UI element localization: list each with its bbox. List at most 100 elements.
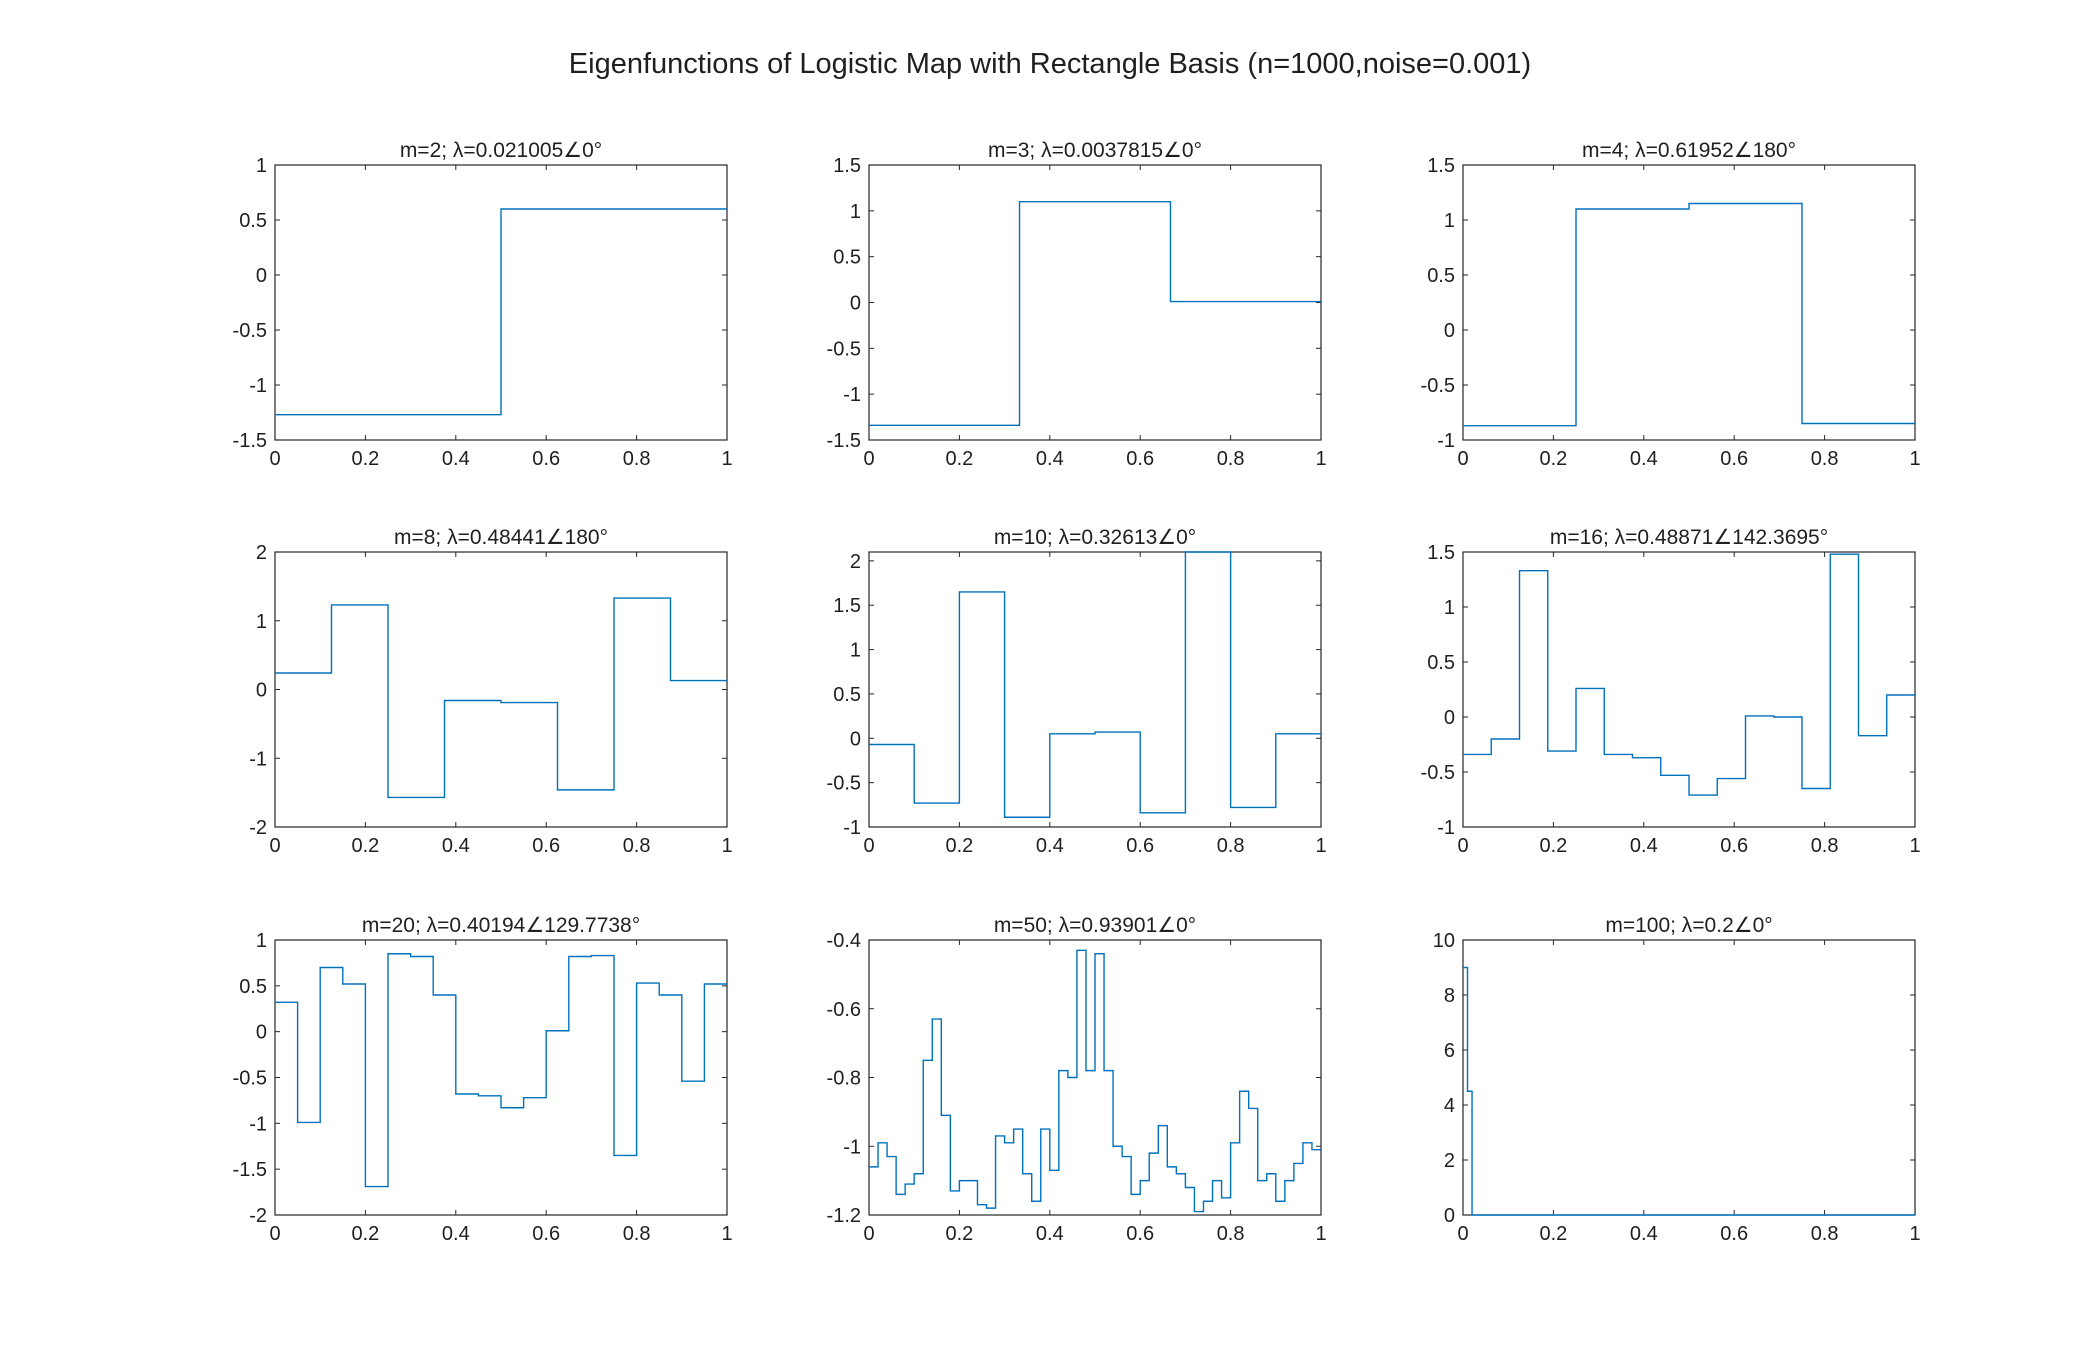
x-tick-label: 0.6 <box>1126 1223 1154 1245</box>
x-tick-label: 0 <box>1457 1223 1468 1245</box>
y-tick-label: -1 <box>249 375 267 397</box>
y-tick-label: -2 <box>249 817 267 839</box>
x-tick-label: 0.8 <box>1217 448 1245 470</box>
y-tick-label: -0.5 <box>1421 375 1455 397</box>
subplot-title: m=50; λ=0.93901∠0° <box>994 914 1196 937</box>
x-tick-label: 0.2 <box>945 835 973 857</box>
x-tick-label: 0.4 <box>1036 1223 1064 1245</box>
x-tick-label: 0 <box>863 448 874 470</box>
series-line <box>869 200 1321 427</box>
x-tick-label: 0.8 <box>623 1223 651 1245</box>
subplot-title: m=16; λ=0.48871∠142.3695° <box>1550 526 1828 549</box>
x-tick-label: 1 <box>721 1223 732 1245</box>
subplot-1: 0 0.2 0.4 0.6 0.8 1 -1.5 -1 -0.5 0 0.5 1 m=2; λ=0.02… <box>233 139 733 470</box>
x-tick-label: 1 <box>1315 1223 1326 1245</box>
x-tick-label: 0.8 <box>1217 1223 1245 1245</box>
x-tick-label: 0.2 <box>351 835 379 857</box>
x-tick-label: 0.4 <box>442 835 470 857</box>
subplot-title: m=20; λ=0.40194∠129.7738° <box>362 914 640 937</box>
y-tick-label: 0 <box>256 1022 267 1044</box>
y-tick-label: 1 <box>256 155 267 177</box>
y-tick-label: -2 <box>249 1205 267 1227</box>
subplot-6: 0 0.2 0.4 0.6 0.8 1 -1 -0.5 0 0.5 1 1.5 m=16; λ=0.48… <box>1421 526 1921 857</box>
axes-box <box>274 939 728 1216</box>
x-tick-label: 0.4 <box>442 1223 470 1245</box>
subplot-7: 0 0.2 0.4 0.6 0.8 1 -2 -1.5 -1 -0.5 0 0.5 1 m=20; λ=0… <box>233 914 733 1245</box>
y-tick-label: 0 <box>850 728 861 750</box>
x-tick-label: 1 <box>1909 835 1920 857</box>
y-tick-label: 1.5 <box>833 595 861 617</box>
y-tick-label: -0.8 <box>827 1068 861 1090</box>
y-tick-label: -0.5 <box>1421 762 1455 784</box>
axes-box <box>1462 939 1916 1216</box>
x-tick-label: 0.2 <box>1539 835 1567 857</box>
subplot-title: m=4; λ=0.61952∠180° <box>1582 139 1796 162</box>
subplot-title: m=10; λ=0.32613∠0° <box>994 526 1196 549</box>
x-tick-label: 0.6 <box>1720 1223 1748 1245</box>
subplot-title: m=100; λ=0.2∠0° <box>1605 914 1772 937</box>
x-tick-label: 0 <box>269 1223 280 1245</box>
x-tick-label: 1 <box>1315 835 1326 857</box>
y-tick-label: -1 <box>843 384 861 406</box>
y-tick-label: -1.5 <box>827 430 861 452</box>
y-tick-label: 0 <box>1444 320 1455 342</box>
y-tick-label: -0.6 <box>827 999 861 1021</box>
y-tick-label: 0.5 <box>239 210 267 232</box>
axes-box <box>868 551 1322 828</box>
axes-box <box>868 164 1322 441</box>
series-line <box>869 949 1321 1213</box>
y-tick-label: -0.5 <box>827 773 861 795</box>
x-tick-label: 0.4 <box>1036 835 1064 857</box>
x-tick-label: 0.8 <box>623 835 651 857</box>
x-tick-label: 0.2 <box>945 448 973 470</box>
x-tick-label: 0.8 <box>1811 1223 1839 1245</box>
y-tick-label: 0.5 <box>833 684 861 706</box>
subplot-title: m=3; λ=0.0037815∠0° <box>988 139 1202 162</box>
x-tick-label: 0.6 <box>1720 835 1748 857</box>
x-tick-label: 0 <box>863 835 874 857</box>
y-tick-label: -1 <box>843 1136 861 1158</box>
y-tick-label: 1 <box>850 201 861 223</box>
y-tick-label: 1.5 <box>1427 155 1455 177</box>
y-tick-label: -0.5 <box>233 1068 267 1090</box>
x-tick-label: 1 <box>721 448 732 470</box>
y-tick-label: 0 <box>256 265 267 287</box>
x-tick-label: 0.8 <box>1811 448 1839 470</box>
x-tick-label: 0.2 <box>945 1223 973 1245</box>
x-tick-label: 0.4 <box>1036 448 1064 470</box>
y-tick-label: -1.2 <box>827 1205 861 1227</box>
x-tick-label: 0.4 <box>442 448 470 470</box>
y-tick-label: 2 <box>256 542 267 564</box>
subplot-8: 0 0.2 0.4 0.6 0.8 1 -1.2 -1 -0.8 -0.6 -0.4 m=50; λ=… <box>827 914 1327 1245</box>
x-tick-label: 0.6 <box>1720 448 1748 470</box>
y-tick-label: 1 <box>256 930 267 952</box>
x-tick-label: 1 <box>1909 448 1920 470</box>
y-tick-label: 0.5 <box>833 247 861 269</box>
y-tick-label: -1 <box>249 748 267 770</box>
x-tick-label: 0.6 <box>532 835 560 857</box>
subplot-5: 0 0.2 0.4 0.6 0.8 1 -1 -0.5 0 0.5 1 1.5 2 m=10; λ=0.3… <box>827 526 1327 857</box>
subplot-3: 0 0.2 0.4 0.6 0.8 1 -1 -0.5 0 0.5 1 1.5 m=4; λ=0.619… <box>1421 139 1921 470</box>
y-tick-label: 8 <box>1444 985 1455 1007</box>
subplot-title: m=8; λ=0.48441∠180° <box>394 526 608 549</box>
series-line <box>275 597 727 799</box>
x-tick-label: 0 <box>1457 835 1468 857</box>
axes-box <box>274 551 728 828</box>
x-tick-label: 1 <box>721 835 732 857</box>
x-tick-label: 1 <box>1909 1223 1920 1245</box>
subplot-title: m=2; λ=0.021005∠0° <box>400 139 602 162</box>
x-tick-label: 0.6 <box>532 1223 560 1245</box>
x-tick-label: 0 <box>269 835 280 857</box>
subplot-4: 0 0.2 0.4 0.6 0.8 1 -2 -1 0 1 2 m=8; λ=0.48441∠180° <box>249 526 732 857</box>
y-tick-label: 0 <box>1444 707 1455 729</box>
y-tick-label: -1 <box>249 1113 267 1135</box>
y-tick-label: -0.5 <box>827 338 861 360</box>
x-tick-label: 0.6 <box>1126 835 1154 857</box>
series-line <box>1463 553 1915 796</box>
series-line <box>1463 966 1915 1216</box>
y-tick-label: 2 <box>850 551 861 573</box>
subplot-2: 0 0.2 0.4 0.6 0.8 1 -1.5 -1 -0.5 0 0.5 1 1.5 m=3; λ=0… <box>827 139 1327 470</box>
